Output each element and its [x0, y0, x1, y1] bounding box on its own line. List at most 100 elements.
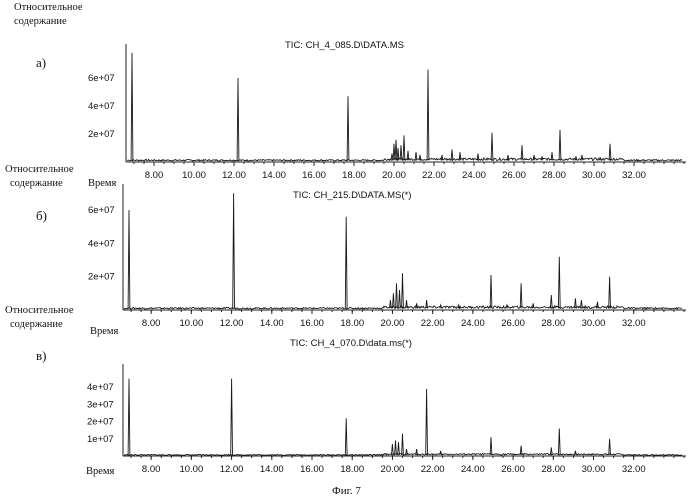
peak-a-27	[609, 144, 611, 161]
peak-c-10	[440, 451, 442, 455]
peak-a-7	[400, 145, 402, 160]
peak-c-2	[345, 418, 347, 455]
panel-label-c: в)	[36, 348, 46, 363]
x-tick-label-a-1: 10.00	[182, 170, 206, 181]
peak-a-4	[393, 144, 395, 161]
peak-a-5	[395, 140, 397, 161]
trace-title-c: TIC: CH_4_070.D\data.ms(*)	[290, 338, 412, 349]
peak-b-13	[490, 275, 492, 308]
y-tick-label-c-1: 2e+07	[87, 417, 114, 428]
peak-c-0	[128, 379, 130, 455]
x-tick-label-b-11: 30.00	[582, 318, 606, 329]
peak-c-6	[402, 434, 404, 455]
xlabel-a: Время	[88, 178, 117, 189]
ylabel-c: Относительное содержание	[5, 305, 76, 330]
panel-label-a: а)	[36, 55, 46, 70]
peak-c-9	[426, 389, 428, 455]
y-tick-label-a-0: 2e+07	[88, 129, 115, 140]
panel-a: а) TIC: CH_4_085.D\DATA.MS 8.0010.0012.0…	[36, 40, 686, 189]
peak-a-17	[491, 133, 493, 161]
ylabel-a: Относительное содержание	[14, 2, 85, 27]
panel-label-b: б)	[36, 208, 47, 223]
peak-b-6	[399, 290, 401, 308]
trace-title-a: TIC: CH_4_085.D\DATA.MS	[285, 40, 404, 51]
peak-b-5	[396, 283, 398, 308]
x-tick-label-a-4: 16.00	[302, 170, 326, 181]
trace-title-b: TIC: CH_215.D\DATA.MS(*)	[293, 190, 411, 201]
ylabel-c-line2: содержание	[10, 319, 63, 330]
x-tick-label-b-5: 18.00	[340, 318, 364, 329]
x-tick-label-a-0: 8.00	[145, 170, 164, 181]
ylabel-b-line1: Относительное	[5, 164, 74, 175]
x-tick-label-c-9: 26.00	[501, 464, 525, 475]
peak-c-15	[575, 451, 577, 455]
xlabel-c: Время	[86, 466, 115, 477]
peak-c-1	[231, 379, 233, 455]
x-tick-label-b-8: 24.00	[461, 318, 485, 329]
peak-c-16	[609, 439, 611, 455]
x-tick-label-c-8: 24.00	[461, 464, 485, 475]
peak-a-3	[391, 154, 393, 161]
y-tick-label-b-2: 6e+07	[88, 205, 115, 216]
xlabel-b: Время	[90, 326, 119, 337]
peak-a-2	[347, 96, 349, 160]
peak-a-23	[559, 130, 561, 161]
peak-b-16	[532, 303, 534, 308]
peak-b-15	[520, 283, 522, 308]
peak-a-1	[237, 78, 239, 160]
y-tick-label-c-3: 4e+07	[87, 382, 114, 393]
peak-c-5	[398, 442, 400, 455]
peak-a-22	[551, 152, 553, 160]
x-tick-label-c-4: 16.00	[300, 464, 324, 475]
x-tick-label-c-7: 22.00	[421, 464, 445, 475]
ylabel-a-line1: Относительное	[14, 2, 83, 13]
x-tick-label-c-12: 32.00	[622, 464, 646, 475]
peak-a-10	[415, 152, 417, 160]
x-tick-label-b-3: 14.00	[260, 318, 284, 329]
x-tick-label-b-12: 32.00	[622, 318, 646, 329]
x-tick-label-c-10: 28.00	[541, 464, 565, 475]
y-tick-label-b-1: 4e+07	[88, 238, 115, 249]
peak-c-4	[395, 441, 397, 456]
x-tick-label-a-7: 22.00	[422, 170, 446, 181]
x-tick-label-a-5: 18.00	[342, 170, 366, 181]
x-tick-label-b-1: 10.00	[179, 318, 203, 329]
x-tick-label-b-0: 8.00	[142, 318, 161, 329]
x-tick-label-a-10: 28.00	[542, 170, 566, 181]
x-tick-label-b-2: 12.00	[220, 318, 244, 329]
peak-b-20	[581, 300, 583, 308]
x-tick-label-b-7: 22.00	[421, 318, 445, 329]
ylabel-c-line1: Относительное	[5, 305, 74, 316]
x-tick-label-a-9: 26.00	[502, 170, 526, 181]
peak-b-11	[440, 305, 442, 308]
x-tick-label-b-6: 20.00	[381, 318, 405, 329]
y-tick-label-c-0: 1e+07	[87, 434, 114, 445]
x-tick-label-c-2: 12.00	[220, 464, 244, 475]
peak-a-12	[427, 70, 429, 161]
x-tick-label-c-3: 14.00	[260, 464, 284, 475]
peak-a-0	[131, 53, 133, 161]
x-tick-label-b-9: 26.00	[501, 318, 525, 329]
ylabel-b: Относительное содержание	[5, 164, 76, 189]
peak-b-2	[345, 217, 347, 309]
x-tick-label-a-12: 32.00	[622, 170, 646, 181]
y-tick-label-a-2: 6e+07	[88, 73, 115, 84]
peak-b-22	[609, 277, 611, 309]
peak-c-3	[392, 444, 394, 455]
x-tick-label-c-1: 10.00	[179, 464, 203, 475]
peak-c-11	[490, 437, 492, 455]
x-tick-label-c-0: 8.00	[142, 464, 161, 475]
y-tick-label-a-1: 4e+07	[88, 101, 115, 112]
peak-a-14	[451, 149, 453, 160]
y-tick-label-b-0: 2e+07	[88, 272, 115, 283]
x-tick-label-a-6: 20.00	[382, 170, 406, 181]
x-tick-label-a-3: 14.00	[262, 170, 286, 181]
y-tick-label-c-2: 3e+07	[87, 399, 114, 410]
x-tick-label-b-4: 16.00	[300, 318, 324, 329]
peak-a-25	[581, 155, 583, 160]
ylabel-a-line2: содержание	[14, 16, 67, 27]
x-tick-label-c-6: 20.00	[381, 464, 405, 475]
x-tick-label-b-10: 28.00	[541, 318, 565, 329]
x-tick-label-a-8: 24.00	[462, 170, 486, 181]
